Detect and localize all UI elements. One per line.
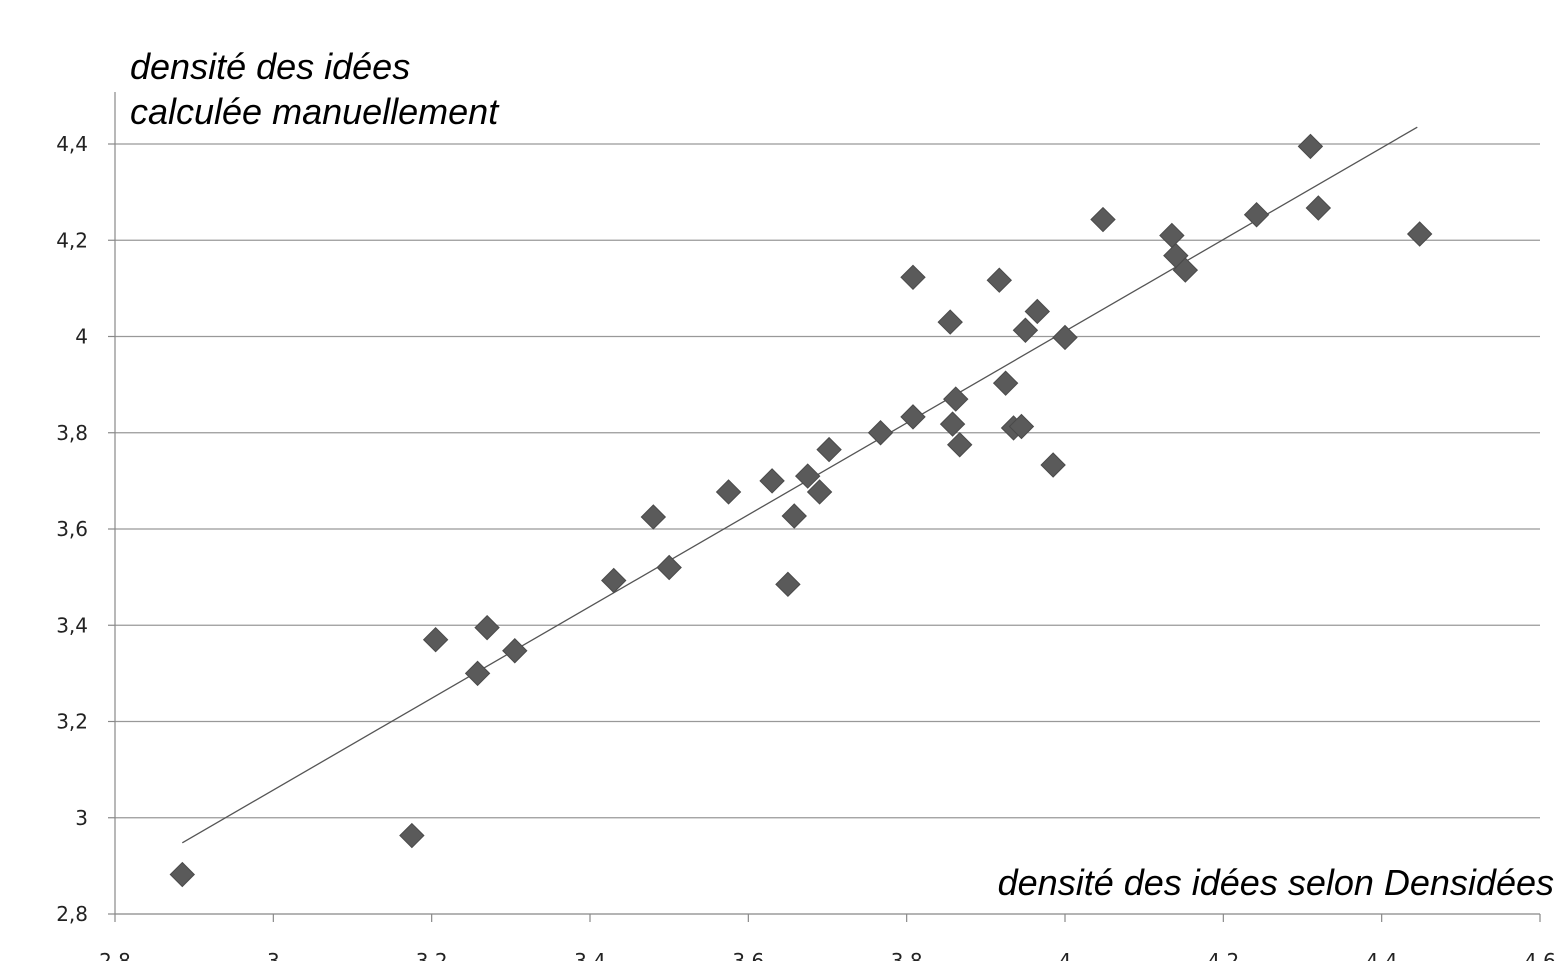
data-point	[759, 468, 785, 494]
data-point	[1406, 221, 1433, 247]
x-tick-label: 4,6	[1524, 949, 1556, 961]
data-point	[775, 571, 801, 598]
data-point	[1012, 317, 1039, 343]
grid-lines	[115, 143, 1540, 819]
data-point	[1008, 413, 1035, 440]
data-point	[986, 267, 1012, 293]
data-point	[474, 614, 500, 641]
y-tick-label: 4	[75, 325, 88, 349]
data-point	[781, 503, 807, 529]
axes	[114, 92, 1540, 915]
y-axis-title-line-1: densité des idées	[130, 46, 411, 87]
x-tick-label: 3,6	[732, 949, 764, 961]
data-point	[502, 638, 528, 664]
data-point	[937, 309, 963, 335]
data-point	[1090, 206, 1116, 233]
x-tick-label: 3	[267, 949, 280, 961]
y-axis-title-line-2: calculée manuellement	[130, 91, 499, 132]
trendline-group	[181, 126, 1418, 844]
data-point	[867, 420, 894, 446]
x-axis-title: densité des idées selon Densidées	[997, 862, 1554, 903]
x-tick-label: 3,8	[891, 949, 923, 961]
data-point	[992, 370, 1019, 396]
data-point	[640, 504, 667, 530]
data-point	[900, 264, 926, 291]
data-point	[806, 479, 833, 505]
y-tick-label: 3	[75, 806, 88, 830]
data-points	[169, 133, 1433, 888]
x-tick-label: 3,4	[574, 949, 606, 961]
y-tick-label: 4,4	[56, 132, 88, 156]
data-point	[1243, 202, 1270, 228]
x-tick-label: 3,2	[416, 949, 448, 961]
x-tick-label: 4	[1059, 949, 1072, 961]
data-point	[795, 463, 821, 489]
data-point	[169, 861, 195, 888]
data-point	[464, 660, 491, 687]
y-tick-label: 2,8	[56, 902, 88, 926]
y-tick-label: 3,8	[56, 421, 88, 445]
data-point	[947, 432, 973, 458]
data-point	[943, 386, 969, 412]
data-point	[656, 554, 682, 581]
y-tick-label: 3,6	[56, 517, 88, 541]
data-point	[1297, 133, 1324, 160]
data-point	[601, 567, 627, 594]
y-axis-title: densité des idées calculée manuellement	[130, 44, 498, 134]
trendline	[181, 126, 1418, 844]
data-point	[1040, 452, 1066, 478]
y-axis-ticks: 2,8 3 3,2 3,4 3,6 3,8 4 4,2 4,4	[56, 132, 115, 926]
x-tick-label: 4,4	[1366, 949, 1398, 961]
data-point	[816, 436, 842, 463]
x-tick-label: 4,2	[1207, 949, 1239, 961]
x-axis-ticks: 2,8 3 3,2 3,4 3,6 3,8 4 4,2 4,4 4,6	[99, 914, 1556, 961]
data-point	[900, 404, 926, 430]
data-point	[399, 822, 425, 849]
y-tick-label: 3,4	[56, 613, 88, 637]
y-tick-label: 4,2	[56, 228, 88, 252]
data-point	[1159, 222, 1185, 249]
data-point	[1052, 324, 1078, 351]
x-tick-label: 2,8	[99, 949, 131, 961]
data-point	[1172, 257, 1199, 283]
data-point	[715, 479, 742, 505]
data-point	[1305, 195, 1332, 221]
y-tick-label: 3,2	[56, 710, 88, 734]
data-point	[1024, 298, 1050, 325]
data-point	[939, 411, 966, 437]
data-point	[422, 626, 449, 653]
